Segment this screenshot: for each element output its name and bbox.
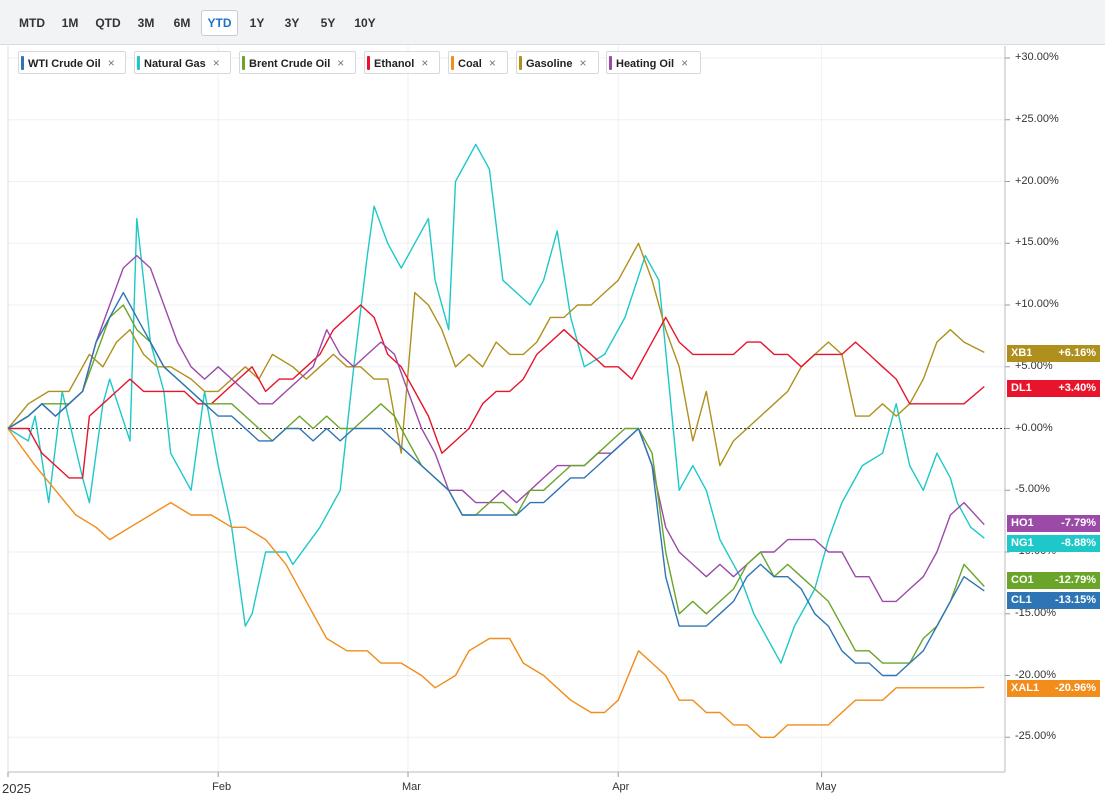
legend-label: Ethanol: [374, 58, 415, 70]
badge-value: -12.79%: [1055, 574, 1096, 586]
badge-symbol: DL1: [1011, 382, 1032, 394]
range-6m-button[interactable]: 6M: [173, 16, 191, 30]
series-color-swatch: [21, 56, 24, 70]
range-3m-button[interactable]: 3M: [137, 16, 155, 30]
legend-label: WTI Crude Oil: [28, 58, 101, 70]
x-tick-label: Mar: [402, 781, 421, 793]
badge-value: -8.88%: [1061, 537, 1096, 549]
series-color-swatch: [609, 56, 612, 70]
x-tick-label: Feb: [212, 781, 232, 793]
series-color-swatch: [519, 56, 522, 70]
legend-label: Natural Gas: [144, 58, 206, 70]
legend-chip-heating-oil[interactable]: Heating Oil ×: [606, 51, 701, 74]
y-tick-label: -15.00%: [1015, 606, 1056, 619]
legend-chip-ethanol[interactable]: Ethanol ×: [364, 51, 440, 74]
y-tick-label: +30.00%: [1015, 51, 1059, 63]
close-icon[interactable]: ×: [337, 56, 345, 70]
y-tick-label: -20.00%: [1015, 668, 1056, 681]
range-mtd-button[interactable]: MTD: [19, 16, 45, 30]
legend-chip-coal[interactable]: Coal ×: [448, 51, 508, 74]
series-color-swatch: [451, 56, 454, 70]
legend-chip-brent[interactable]: Brent Crude Oil ×: [239, 51, 356, 74]
y-tick-label: -25.00%: [1015, 730, 1056, 743]
badge-value: -20.96%: [1055, 682, 1096, 694]
y-tick-label: +15.00%: [1015, 236, 1059, 249]
last-value-badge: NG1 -8.88%: [1007, 535, 1100, 552]
series-color-swatch: [137, 56, 140, 70]
badge-value: -7.79%: [1061, 517, 1096, 529]
close-icon[interactable]: ×: [107, 56, 115, 70]
badge-symbol: CL1: [1011, 594, 1032, 606]
range-ytd-button[interactable]: YTD: [201, 10, 238, 36]
series-line-ethanol: [8, 304, 985, 479]
y-tick-label: +20.00%: [1015, 174, 1059, 187]
range-3y-button[interactable]: 3Y: [284, 16, 300, 30]
series-line-natural-gas: [7, 143, 985, 664]
badge-symbol: XAL1: [1011, 682, 1040, 694]
last-value-badge: XAL1 -20.96%: [1007, 680, 1100, 697]
badge-symbol: NG1: [1011, 537, 1034, 549]
legend-chip-wti[interactable]: WTI Crude Oil ×: [18, 51, 126, 74]
range-10y-button[interactable]: 10Y: [354, 16, 376, 30]
badge-symbol: CO1: [1011, 574, 1034, 586]
close-icon[interactable]: ×: [212, 56, 220, 70]
close-icon[interactable]: ×: [681, 56, 689, 70]
last-value-badge: HO1 -7.79%: [1007, 515, 1100, 532]
badge-value: +3.40%: [1058, 382, 1096, 394]
series-color-swatch: [242, 56, 245, 70]
last-value-badge: CL1 -13.15%: [1007, 592, 1100, 609]
last-value-badge: DL1 +3.40%: [1007, 380, 1100, 397]
series-line-heating-oil: [7, 254, 985, 603]
range-5y-button[interactable]: 5Y: [320, 16, 336, 30]
y-tick-label: +5.00%: [1015, 359, 1053, 372]
close-icon[interactable]: ×: [579, 56, 587, 70]
series-line-coal: [7, 428, 985, 738]
series-line-wti-crude-oil: [7, 291, 985, 677]
last-value-badge: XB1 +6.16%: [1007, 345, 1100, 362]
close-icon[interactable]: ×: [488, 56, 496, 70]
series-color-swatch: [367, 56, 370, 70]
range-1y-button[interactable]: 1Y: [249, 16, 265, 30]
last-value-badge: CO1 -12.79%: [1007, 572, 1100, 589]
x-tick-label: 2025: [2, 781, 31, 796]
close-icon[interactable]: ×: [421, 56, 429, 70]
series-line-gasoline: [7, 242, 985, 467]
y-tick-label: +0.00%: [1015, 421, 1053, 434]
legend-label: Coal: [458, 58, 482, 70]
legend-label: Heating Oil: [616, 58, 675, 70]
badge-value: -13.15%: [1055, 594, 1096, 606]
legend-chip-natural-gas[interactable]: Natural Gas ×: [134, 51, 231, 74]
badge-value: +6.16%: [1058, 347, 1096, 359]
x-tick-label: Apr: [612, 781, 630, 793]
y-tick-label: -5.00%: [1015, 483, 1050, 496]
legend-chip-gasoline[interactable]: Gasoline ×: [516, 51, 599, 74]
badge-symbol: HO1: [1011, 517, 1034, 529]
range-qtd-button[interactable]: QTD: [95, 16, 121, 30]
x-tick-label: May: [815, 781, 837, 793]
legend-label: Brent Crude Oil: [249, 58, 331, 70]
y-tick-label: +10.00%: [1015, 298, 1059, 310]
y-tick-label: +25.00%: [1015, 112, 1059, 125]
badge-symbol: XB1: [1011, 347, 1033, 359]
range-1m-button[interactable]: 1M: [61, 16, 79, 30]
range-toolbar: MTD 1M QTD 3M 6M YTD 1Y 3Y 5Y 10Y: [0, 0, 1105, 45]
legend-label: Gasoline: [526, 58, 573, 70]
